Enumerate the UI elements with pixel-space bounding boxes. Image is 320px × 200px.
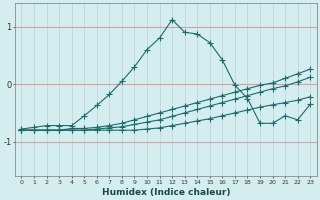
X-axis label: Humidex (Indice chaleur): Humidex (Indice chaleur): [102, 188, 230, 197]
